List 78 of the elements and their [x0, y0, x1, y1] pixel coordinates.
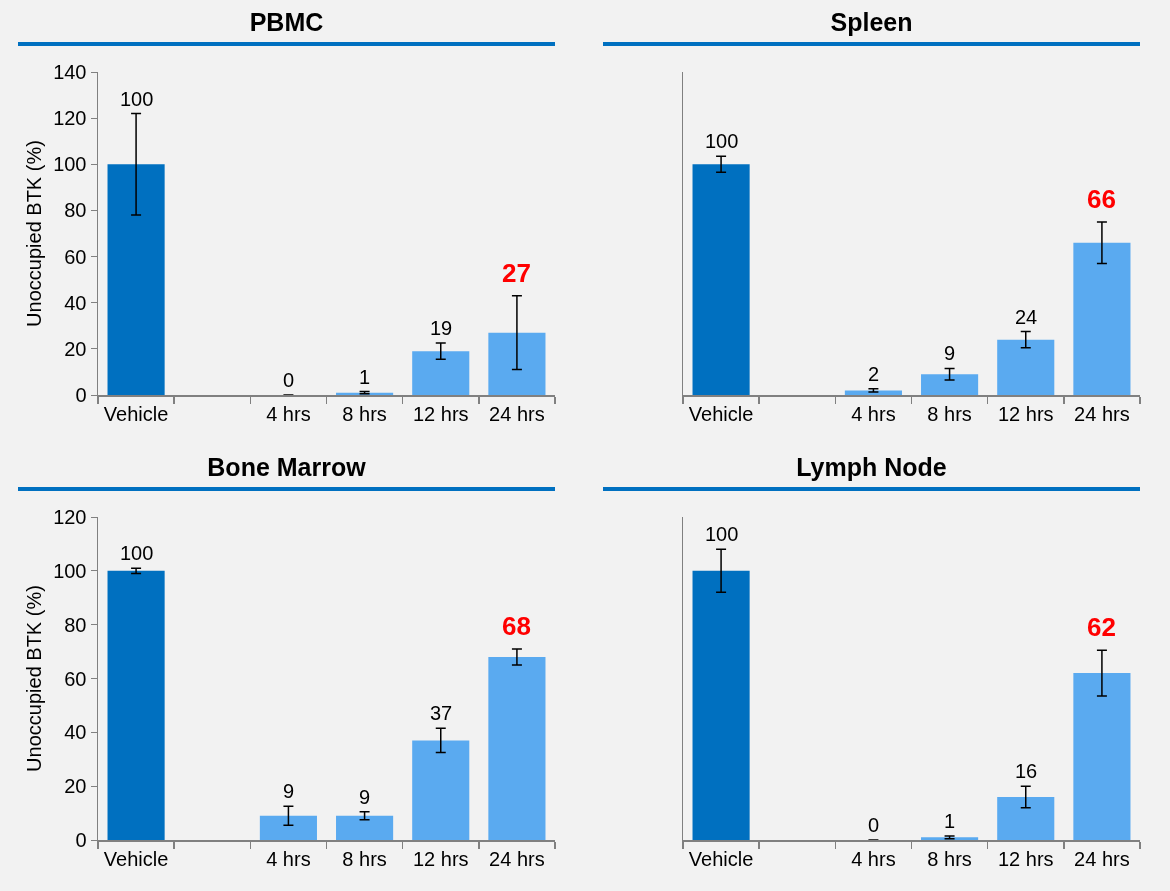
- bar: [692, 164, 750, 395]
- y-tick-label: 120: [53, 107, 87, 130]
- x-tick-label: 8 hrs: [927, 403, 972, 425]
- chart-title: Lymph Node: [603, 449, 1140, 491]
- bar: [1073, 242, 1131, 395]
- data-label: 100: [120, 542, 154, 564]
- chart-title: Spleen: [603, 4, 1140, 46]
- data-label: 27: [502, 258, 531, 288]
- y-tick-label: 80: [64, 613, 87, 636]
- x-tick-label: 24 hrs: [1074, 403, 1130, 425]
- x-tick-label: 12 hrs: [997, 403, 1054, 425]
- bar: [692, 570, 750, 840]
- x-tick-label: Vehicle: [103, 848, 169, 870]
- x-tick-label: 24 hrs: [489, 403, 545, 425]
- data-label: 1: [359, 366, 371, 388]
- data-label: 16: [1015, 760, 1038, 782]
- x-tick-label: 12 hrs: [412, 403, 469, 425]
- data-label: 62: [1087, 612, 1116, 642]
- x-tick-label: 4 hrs: [266, 848, 311, 870]
- bar: [336, 815, 394, 840]
- x-tick-label: 8 hrs: [927, 848, 972, 870]
- data-label: 100: [120, 88, 154, 110]
- chart-title: PBMC: [18, 4, 555, 46]
- y-tick-label: 60: [64, 245, 87, 268]
- y-tick-label: 20: [64, 775, 87, 798]
- bar: [488, 656, 546, 840]
- data-label: 100: [705, 130, 739, 152]
- chart-title: Bone Marrow: [18, 449, 555, 491]
- bar: [488, 332, 546, 395]
- y-tick-label: 80: [64, 199, 87, 222]
- y-tick-label: 100: [53, 153, 87, 176]
- y-axis-title: Unoccupied BTK (%): [22, 585, 45, 772]
- bar: [1073, 673, 1131, 840]
- bar: [921, 837, 979, 840]
- bar: [412, 740, 470, 840]
- y-tick-label: 0: [75, 829, 87, 851]
- x-tick-label: 24 hrs: [489, 848, 545, 870]
- data-label: 1: [944, 810, 956, 832]
- data-label: 0: [283, 369, 295, 391]
- x-tick-label: 12 hrs: [412, 848, 469, 870]
- x-tick-label: 12 hrs: [997, 848, 1054, 870]
- bar: [107, 164, 165, 395]
- y-tick-label: 140: [53, 61, 87, 83]
- x-tick-label: Vehicle: [688, 848, 754, 870]
- bar: [844, 390, 902, 395]
- x-tick-label: 4 hrs: [851, 403, 896, 425]
- bar: [997, 339, 1055, 395]
- y-tick-label: 20: [64, 337, 87, 360]
- y-tick-label: 60: [64, 667, 87, 690]
- x-tick-label: 8 hrs: [342, 848, 387, 870]
- data-label: 37: [430, 702, 453, 724]
- x-tick-label: 4 hrs: [851, 848, 896, 870]
- data-label: 9: [944, 342, 956, 364]
- bar: [107, 570, 165, 840]
- data-label: 2: [868, 363, 880, 385]
- data-label: 68: [502, 611, 531, 641]
- y-tick-label: 100: [53, 559, 87, 582]
- data-label: 100: [705, 523, 739, 545]
- bar: [997, 796, 1055, 840]
- data-label: 9: [359, 786, 371, 808]
- data-label: 9: [283, 780, 295, 802]
- x-tick-label: Vehicle: [103, 403, 169, 425]
- y-tick-label: 40: [64, 291, 87, 314]
- data-label: 19: [430, 317, 453, 339]
- y-tick-label: 0: [75, 384, 87, 406]
- x-tick-label: Vehicle: [688, 403, 754, 425]
- x-tick-label: 8 hrs: [342, 403, 387, 425]
- y-tick-label: 120: [53, 506, 87, 528]
- data-label: 0: [868, 814, 880, 836]
- bar: [412, 351, 470, 395]
- x-tick-label: 24 hrs: [1074, 848, 1130, 870]
- data-label: 24: [1015, 306, 1038, 328]
- bar: [259, 815, 317, 840]
- y-axis-title: Unoccupied BTK (%): [22, 140, 45, 327]
- y-tick-label: 40: [64, 721, 87, 744]
- bar: [921, 374, 979, 395]
- data-label: 66: [1087, 184, 1116, 214]
- x-tick-label: 4 hrs: [266, 403, 311, 425]
